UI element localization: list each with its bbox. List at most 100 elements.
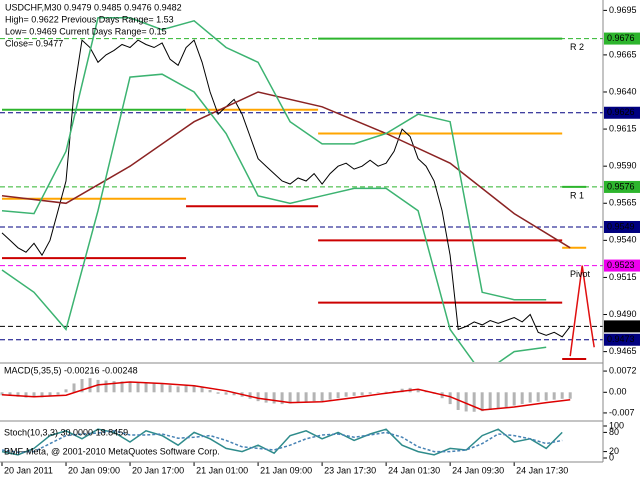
y-tick-label: 0.9615 <box>609 123 637 133</box>
histogram-bar <box>336 392 340 399</box>
histogram-bar <box>496 392 500 409</box>
series-line <box>1 428 563 456</box>
header-low: Low= 0.9469 Current Days Range= 0.15 <box>5 26 167 36</box>
histogram-bar <box>288 392 292 404</box>
y-tick-label: 0.9590 <box>609 161 637 171</box>
y-tick-label: 0.9540 <box>609 235 637 245</box>
histogram-bar <box>312 392 316 402</box>
y-tick-label: 0.9695 <box>609 5 637 15</box>
histogram-bar <box>488 392 492 410</box>
series-line <box>1 73 547 362</box>
histogram-bar <box>272 392 276 404</box>
header-high: High= 0.9622 Previous Days Range= 1.53 <box>5 14 174 24</box>
histogram-bar <box>96 379 100 393</box>
histogram-bar <box>416 389 420 393</box>
x-tick-label: 20 Jan 2011 <box>4 465 53 475</box>
histogram-bar <box>320 392 324 402</box>
histogram-bar <box>80 379 84 393</box>
histogram-bar <box>8 392 12 396</box>
x-tick-label: 23 Jan 17:30 <box>324 465 376 475</box>
panel <box>0 378 572 412</box>
histogram-bar <box>560 392 564 399</box>
price-box-label: 0.9523 <box>607 260 635 270</box>
y-tick-label: 100 <box>609 420 624 430</box>
histogram-bar <box>464 392 468 412</box>
level-label: Pivot <box>570 269 591 279</box>
histogram-bar <box>0 392 4 396</box>
header-ohlc: USDCHF,M30 0.9479 0.9485 0.9476 0.9482 <box>5 2 182 12</box>
price-box-label: 0.9676 <box>607 33 635 43</box>
price-box <box>604 259 640 272</box>
histogram-bar <box>472 392 476 412</box>
histogram-bar <box>296 392 300 403</box>
y-tick-label: 0 <box>609 452 614 462</box>
panel <box>0 17 603 362</box>
series-line <box>1 91 571 249</box>
histogram-bar <box>384 391 388 393</box>
price-box <box>604 180 640 193</box>
price-box <box>604 106 640 119</box>
macd-title: MACD(5,35,5) -0.00216 -0.00248 <box>4 365 138 375</box>
histogram-bar <box>520 392 524 405</box>
histogram-bar <box>448 392 452 405</box>
histogram-bar <box>160 384 164 393</box>
histogram-bar <box>120 381 124 393</box>
price-box <box>604 320 640 333</box>
x-tick-label: 20 Jan 17:00 <box>132 465 184 475</box>
histogram-bar <box>568 392 572 399</box>
histogram-bar <box>216 392 220 394</box>
histogram-bar <box>504 392 508 408</box>
level-label: R 1 <box>570 190 584 200</box>
histogram-bar <box>304 392 308 403</box>
histogram-bar <box>112 381 116 393</box>
histogram-bar <box>208 389 212 393</box>
histogram-bar <box>232 392 236 396</box>
histogram-bar <box>512 392 516 406</box>
y-tick-label: 0.0072 <box>609 365 637 375</box>
level-label: R 2 <box>570 42 584 52</box>
histogram-bar <box>456 392 460 410</box>
histogram-bar <box>344 392 348 397</box>
histogram-bar <box>144 382 148 393</box>
histogram-bar <box>536 392 540 402</box>
histogram-bar <box>88 378 92 393</box>
y-tick-label: 0.9515 <box>609 272 637 282</box>
x-tick-label: 24 Jan 17:30 <box>516 465 568 475</box>
histogram-bar <box>152 383 156 393</box>
histogram-bar <box>544 392 548 401</box>
copyright: BMF-Meta, @ 2001-2010 MetaQuotes Softwar… <box>4 446 220 456</box>
histogram-bar <box>368 392 372 394</box>
y-tick-label: 0.00 <box>609 387 627 397</box>
price-box-label: 0.9482 <box>607 321 635 331</box>
price-box-label: 0.9576 <box>607 181 635 191</box>
histogram-bar <box>184 385 188 393</box>
y-tick-label: 0.9665 <box>609 49 637 59</box>
histogram-bar <box>480 392 484 412</box>
series-line <box>1 430 563 453</box>
histogram-bar <box>72 383 76 393</box>
y-tick-label: 0.9565 <box>609 198 637 208</box>
y-tick-label: 0.9465 <box>609 346 637 356</box>
histogram-bar <box>104 380 108 393</box>
y-tick-label: 0.9640 <box>609 86 637 96</box>
histogram-bar <box>280 392 284 405</box>
histogram-bar <box>200 386 204 393</box>
y-tick-label: 20 <box>609 446 619 456</box>
histogram-bar <box>40 392 44 398</box>
series-line <box>569 265 595 357</box>
histogram-bar <box>376 392 380 393</box>
x-tick-label: 20 Jan 09:00 <box>68 465 120 475</box>
price-box-label: 0.9549 <box>607 221 635 231</box>
price-box <box>604 32 640 45</box>
histogram-bar <box>176 386 180 393</box>
histogram-bar <box>248 392 252 399</box>
histogram-bar <box>192 385 196 393</box>
y-tick-label: -0.007 <box>609 407 635 417</box>
series-line <box>1 17 547 301</box>
panel <box>1 428 563 456</box>
histogram-bar <box>64 389 68 393</box>
histogram-bar <box>552 392 556 400</box>
histogram-bar <box>360 392 364 396</box>
